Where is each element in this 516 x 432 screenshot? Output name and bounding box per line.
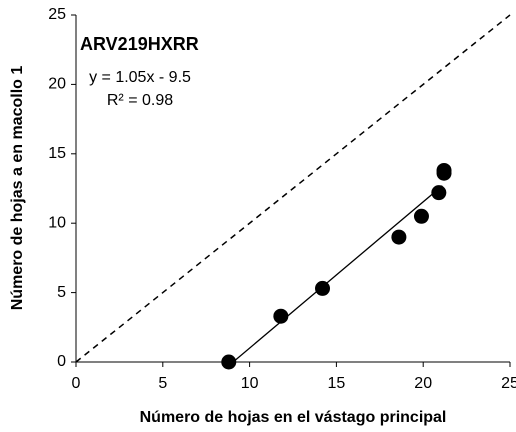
x-tick-label: 5 — [158, 375, 167, 392]
x-tick-label: 25 — [501, 375, 516, 392]
y-tick-label: 5 — [57, 284, 66, 301]
point — [413, 208, 429, 224]
r-squared: R² = 0.98 — [107, 92, 173, 109]
chart-title: ARV219HXRR — [80, 34, 199, 54]
point — [315, 280, 331, 296]
trendline — [232, 185, 443, 363]
equation: y = 1.05x - 9.5 — [89, 69, 191, 86]
reference-line — [75, 14, 511, 363]
x-tick-label: 10 — [241, 375, 259, 392]
point — [391, 229, 407, 245]
y-axis-label: Número de hojas a en macollo 1 — [9, 66, 26, 311]
x-axis-label: Número de hojas en el vástago principal — [140, 409, 447, 426]
point — [221, 354, 237, 370]
x-tick-label: 0 — [72, 375, 81, 392]
point — [431, 185, 447, 201]
point — [436, 162, 452, 178]
y-tick-label: 25 — [48, 6, 66, 23]
x-tick-label: 20 — [414, 375, 432, 392]
y-tick-label: 15 — [48, 145, 66, 162]
y-tick-label: 10 — [48, 214, 66, 231]
y-tick-label: 0 — [57, 353, 66, 370]
x-tick-label: 15 — [328, 375, 346, 392]
point — [273, 308, 289, 324]
y-tick-label: 20 — [48, 76, 66, 93]
